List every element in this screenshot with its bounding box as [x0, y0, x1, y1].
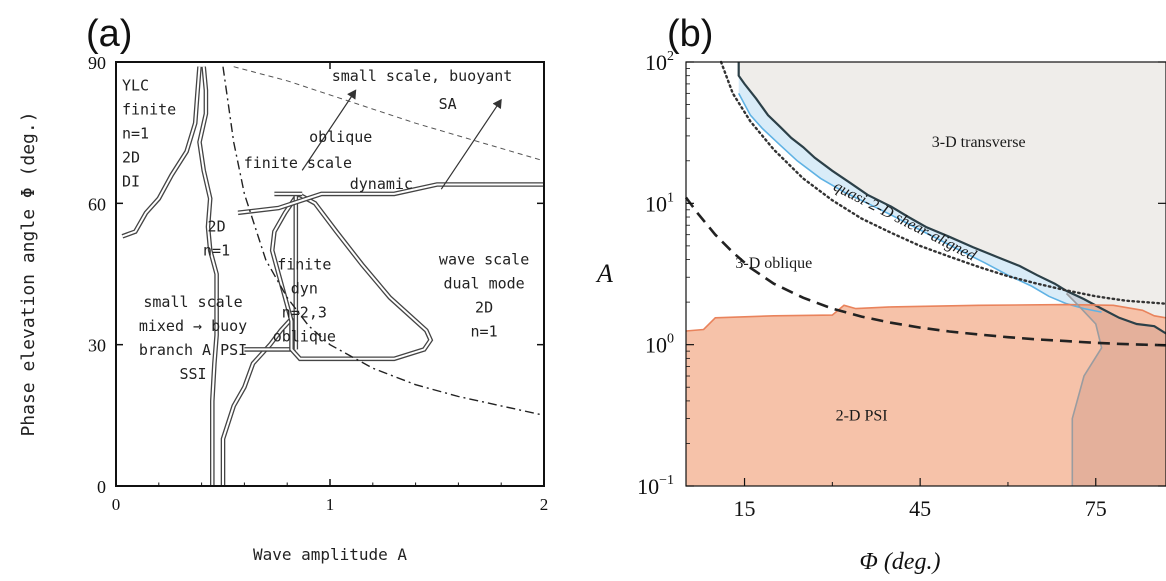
panel-a-region-label: finite: [277, 255, 331, 273]
panel-a-region-label: branch A PSI: [139, 341, 247, 359]
panel-a-region-label: n=1: [203, 242, 230, 260]
panel-a-region-label: wave scale: [439, 251, 529, 269]
panel-b-x-tick-label: 75: [1085, 496, 1107, 521]
panel-b-overlap-region: [1066, 290, 1166, 486]
panel-b-x-tick-label: 15: [734, 496, 756, 521]
panel-a-y-axis-label: Phase elevation angle Φ (deg.): [18, 111, 39, 436]
panel-a-region-label: n=1: [471, 323, 498, 341]
panel-b-transverse-region: [738, 62, 1166, 334]
panel-a-region-label: finite scale: [244, 154, 352, 172]
panel-b-boundaries: [684, 60, 1166, 486]
panel-a-y-tick-label: 90: [88, 53, 106, 73]
panel-a-y-tick-label: 0: [97, 477, 106, 497]
panel-a-region-label: 2D: [475, 299, 493, 317]
panel-a-region-label: dyn: [291, 279, 318, 297]
panel-a-boundary-line-inner: [271, 193, 432, 360]
panel-a-region-label: 2D: [208, 218, 226, 236]
panel-a-region-label: YLC: [122, 76, 149, 94]
panel-b-y-tick-label: 102: [645, 49, 674, 75]
panel-a-ticks: 0 1 2 0 30 60 90: [88, 53, 548, 514]
panel-b-region-label: 3-D transverse: [932, 134, 1026, 151]
panel-b-x-axis-label: Φ (deg.): [860, 549, 941, 575]
panel-b-y-tick-label: 101: [645, 190, 674, 216]
panel-a-region-labels: YLC finite n=1 2D DI small scale, buoyant SA ob…: [122, 67, 529, 383]
panel-a-region-label: mixed → buoy: [139, 317, 247, 335]
panel-a-region-label: dynamic: [350, 175, 413, 193]
panel-b-y-tick-label: 100: [645, 332, 674, 358]
panel-a-region-label: oblique: [273, 327, 336, 345]
panel-b-psi-region: [686, 304, 1166, 486]
panel-a-y-tick-label: 60: [88, 194, 106, 214]
panel-b-boundary-line: [737, 93, 1102, 313]
panel-b-boundary-line: [737, 62, 1166, 335]
panel-b-dotted-curve: [719, 60, 1166, 305]
panel-a-boundary-line-inner: [198, 66, 218, 486]
panel-a-x-axis-label: Wave amplitude A: [253, 545, 407, 564]
panel-b-dashed-curve: [684, 196, 1166, 347]
panel-a-label: (a): [86, 13, 132, 55]
panel-a-region-label: small scale: [143, 293, 242, 311]
panel-a-boundaries: [121, 66, 545, 486]
panel-a-x-tick-label: 1: [326, 495, 335, 514]
panel-a-x-tick-label: 0: [112, 495, 121, 514]
panel-a-region-label: 2D: [122, 148, 140, 166]
panel-b-y-axis-label: A: [595, 259, 613, 288]
panel-a-x-tick-label: 2: [540, 495, 549, 514]
panel-a-dashdot-curve: [222, 66, 545, 416]
panel-a-dashed-curve: [233, 66, 545, 162]
panel-a-region-label: dual mode: [443, 275, 524, 293]
panel-a-region-label: SSI: [179, 365, 206, 383]
panel-a-boundary-line-inner: [237, 183, 544, 214]
panel-b-region-label: 2-D PSI: [836, 408, 888, 425]
panel-a: (a) YLC finite n=1 2D DI small scale, buoyant…: [18, 13, 548, 564]
panel-a-region-label: finite: [122, 100, 176, 118]
panel-b-x-tick-label: 45: [909, 496, 931, 521]
panel-b-ticks: 15 45 75 10−1 100 101 102: [637, 49, 1166, 521]
panel-a-y-tick-label: 30: [88, 336, 106, 356]
panel-b-boundary-line: [685, 303, 1166, 332]
panel-a-arrow: [440, 98, 502, 190]
panel-a-region-label: SA: [439, 95, 457, 113]
panel-a-region-label: oblique: [309, 128, 372, 146]
panel-b-y-tick-label: 10−1: [637, 473, 674, 499]
panel-b-axes-frame: [685, 61, 1166, 487]
panel-a-boundary-line-inner: [222, 315, 295, 486]
panel-a-boundary-line-inner: [122, 66, 201, 238]
panel-a-region-label: n=2,3: [282, 303, 327, 321]
panel-a-region-label: n=1: [122, 124, 149, 142]
panel-a-arrow: [301, 89, 357, 171]
panel-b-region-fills: [686, 62, 1166, 486]
panel-b-label: (b): [667, 13, 713, 55]
panel-b-region-label: 3-D oblique: [735, 255, 812, 272]
panel-a-region-label: DI: [122, 172, 140, 190]
panel-a-region-label: small scale, buoyant: [332, 67, 513, 85]
panel-b-boundary-line: [1065, 292, 1103, 486]
